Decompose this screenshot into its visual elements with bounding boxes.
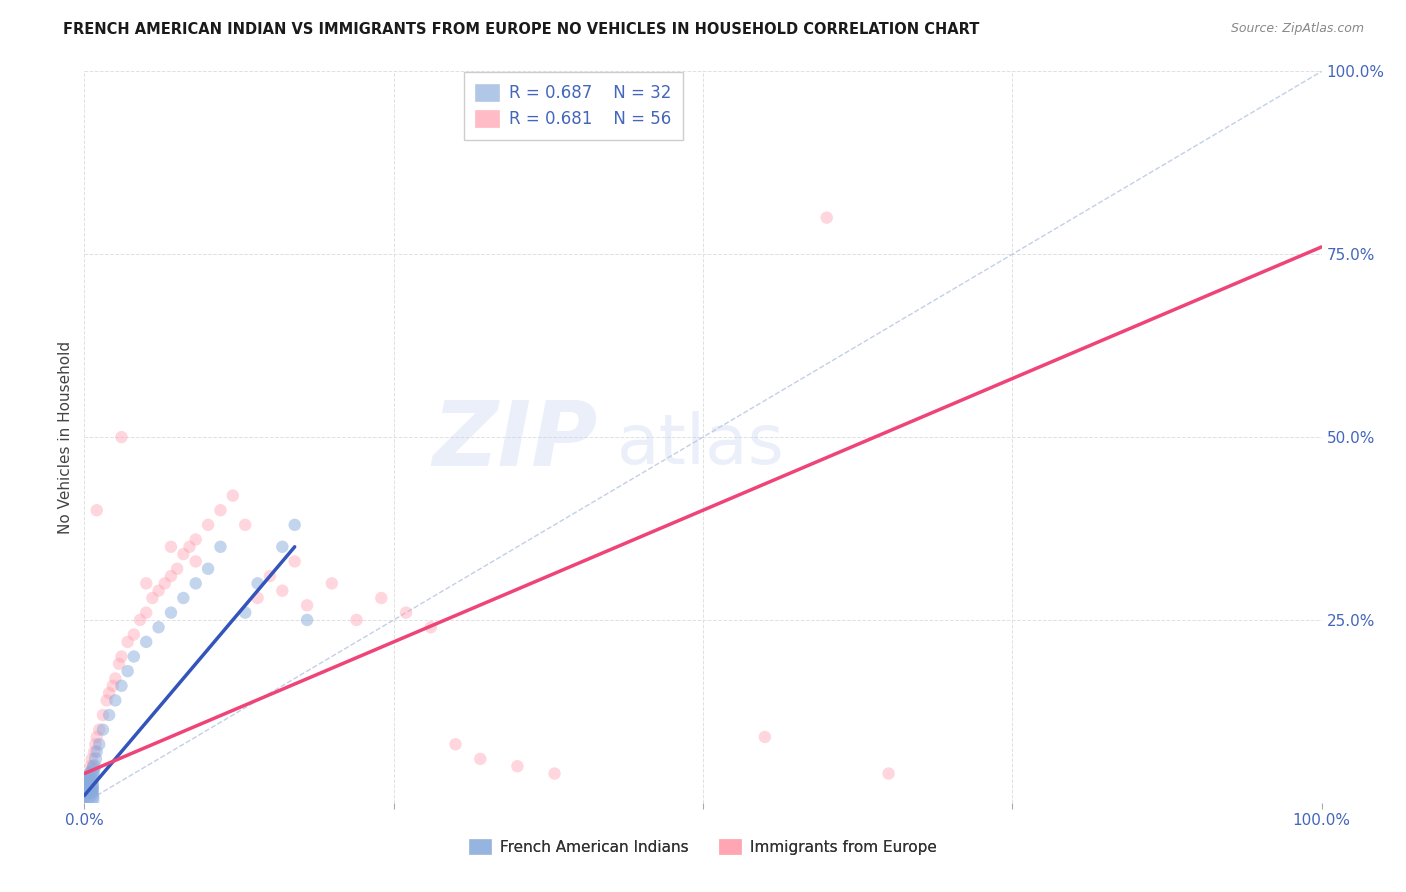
Point bbox=[284, 554, 307, 568]
Point bbox=[82, 763, 104, 777]
Point bbox=[75, 789, 97, 803]
Point bbox=[82, 759, 104, 773]
Point bbox=[295, 613, 318, 627]
Point bbox=[76, 781, 98, 796]
Point bbox=[160, 540, 183, 554]
Point bbox=[346, 613, 368, 627]
Point bbox=[246, 576, 269, 591]
Point bbox=[91, 708, 114, 723]
Point bbox=[419, 620, 441, 634]
Point bbox=[110, 430, 132, 444]
Point bbox=[209, 540, 232, 554]
Point bbox=[110, 649, 132, 664]
Point bbox=[89, 723, 111, 737]
Point bbox=[83, 759, 105, 773]
Point bbox=[135, 635, 157, 649]
Point bbox=[370, 591, 392, 605]
Point bbox=[76, 781, 98, 796]
Text: atlas: atlas bbox=[616, 411, 785, 478]
Point bbox=[148, 583, 170, 598]
Point bbox=[86, 503, 108, 517]
Point bbox=[117, 635, 139, 649]
Point bbox=[104, 672, 127, 686]
Point bbox=[83, 745, 105, 759]
Point bbox=[108, 657, 131, 671]
Point bbox=[75, 792, 97, 806]
Point bbox=[76, 785, 98, 799]
Point bbox=[77, 778, 100, 792]
Point bbox=[197, 517, 219, 532]
Point bbox=[172, 591, 194, 605]
Point bbox=[77, 773, 100, 788]
Point bbox=[179, 540, 201, 554]
Point bbox=[197, 562, 219, 576]
Point bbox=[141, 591, 163, 605]
Point bbox=[284, 517, 307, 532]
Point bbox=[75, 789, 97, 803]
Point bbox=[246, 591, 269, 605]
Text: ZIP: ZIP bbox=[433, 397, 598, 484]
Point bbox=[271, 583, 294, 598]
Point bbox=[84, 737, 107, 751]
Point bbox=[184, 554, 207, 568]
Point bbox=[470, 752, 492, 766]
Point bbox=[295, 599, 318, 613]
Point bbox=[166, 562, 188, 576]
Point bbox=[135, 606, 157, 620]
Text: FRENCH AMERICAN INDIAN VS IMMIGRANTS FROM EUROPE NO VEHICLES IN HOUSEHOLD CORREL: FRENCH AMERICAN INDIAN VS IMMIGRANTS FRO… bbox=[63, 22, 980, 37]
Point bbox=[233, 606, 256, 620]
Point bbox=[122, 649, 145, 664]
Point bbox=[160, 569, 183, 583]
Point bbox=[104, 693, 127, 707]
Point bbox=[79, 759, 101, 773]
Point bbox=[98, 686, 121, 700]
Point bbox=[117, 664, 139, 678]
Point bbox=[754, 730, 776, 744]
Point bbox=[129, 613, 152, 627]
Point bbox=[84, 752, 107, 766]
Point bbox=[877, 766, 900, 780]
Point bbox=[77, 781, 100, 796]
Point bbox=[444, 737, 467, 751]
Point bbox=[184, 576, 207, 591]
Point bbox=[101, 679, 124, 693]
Point bbox=[233, 517, 256, 532]
Point bbox=[122, 627, 145, 641]
Point bbox=[222, 489, 245, 503]
Point bbox=[91, 723, 114, 737]
Point bbox=[110, 679, 132, 693]
Point bbox=[80, 766, 103, 780]
Point bbox=[209, 503, 232, 517]
Point bbox=[259, 569, 281, 583]
Point bbox=[160, 606, 183, 620]
Point bbox=[395, 606, 418, 620]
Point bbox=[815, 211, 838, 225]
Point bbox=[89, 737, 111, 751]
Point bbox=[271, 540, 294, 554]
Text: Source: ZipAtlas.com: Source: ZipAtlas.com bbox=[1230, 22, 1364, 36]
Point bbox=[79, 773, 101, 788]
Point bbox=[135, 576, 157, 591]
Point bbox=[80, 752, 103, 766]
Point bbox=[184, 533, 207, 547]
Legend: French American Indians, Immigrants from Europe: French American Indians, Immigrants from… bbox=[464, 833, 942, 861]
Point bbox=[321, 576, 343, 591]
Point bbox=[98, 708, 121, 723]
Point bbox=[86, 745, 108, 759]
Y-axis label: No Vehicles in Household: No Vehicles in Household bbox=[58, 341, 73, 533]
Point bbox=[96, 693, 118, 707]
Point bbox=[172, 547, 194, 561]
Point bbox=[86, 730, 108, 744]
Point bbox=[506, 759, 529, 773]
Point bbox=[148, 620, 170, 634]
Point bbox=[153, 576, 176, 591]
Point bbox=[79, 766, 101, 780]
Point bbox=[79, 770, 101, 784]
Point bbox=[543, 766, 565, 780]
